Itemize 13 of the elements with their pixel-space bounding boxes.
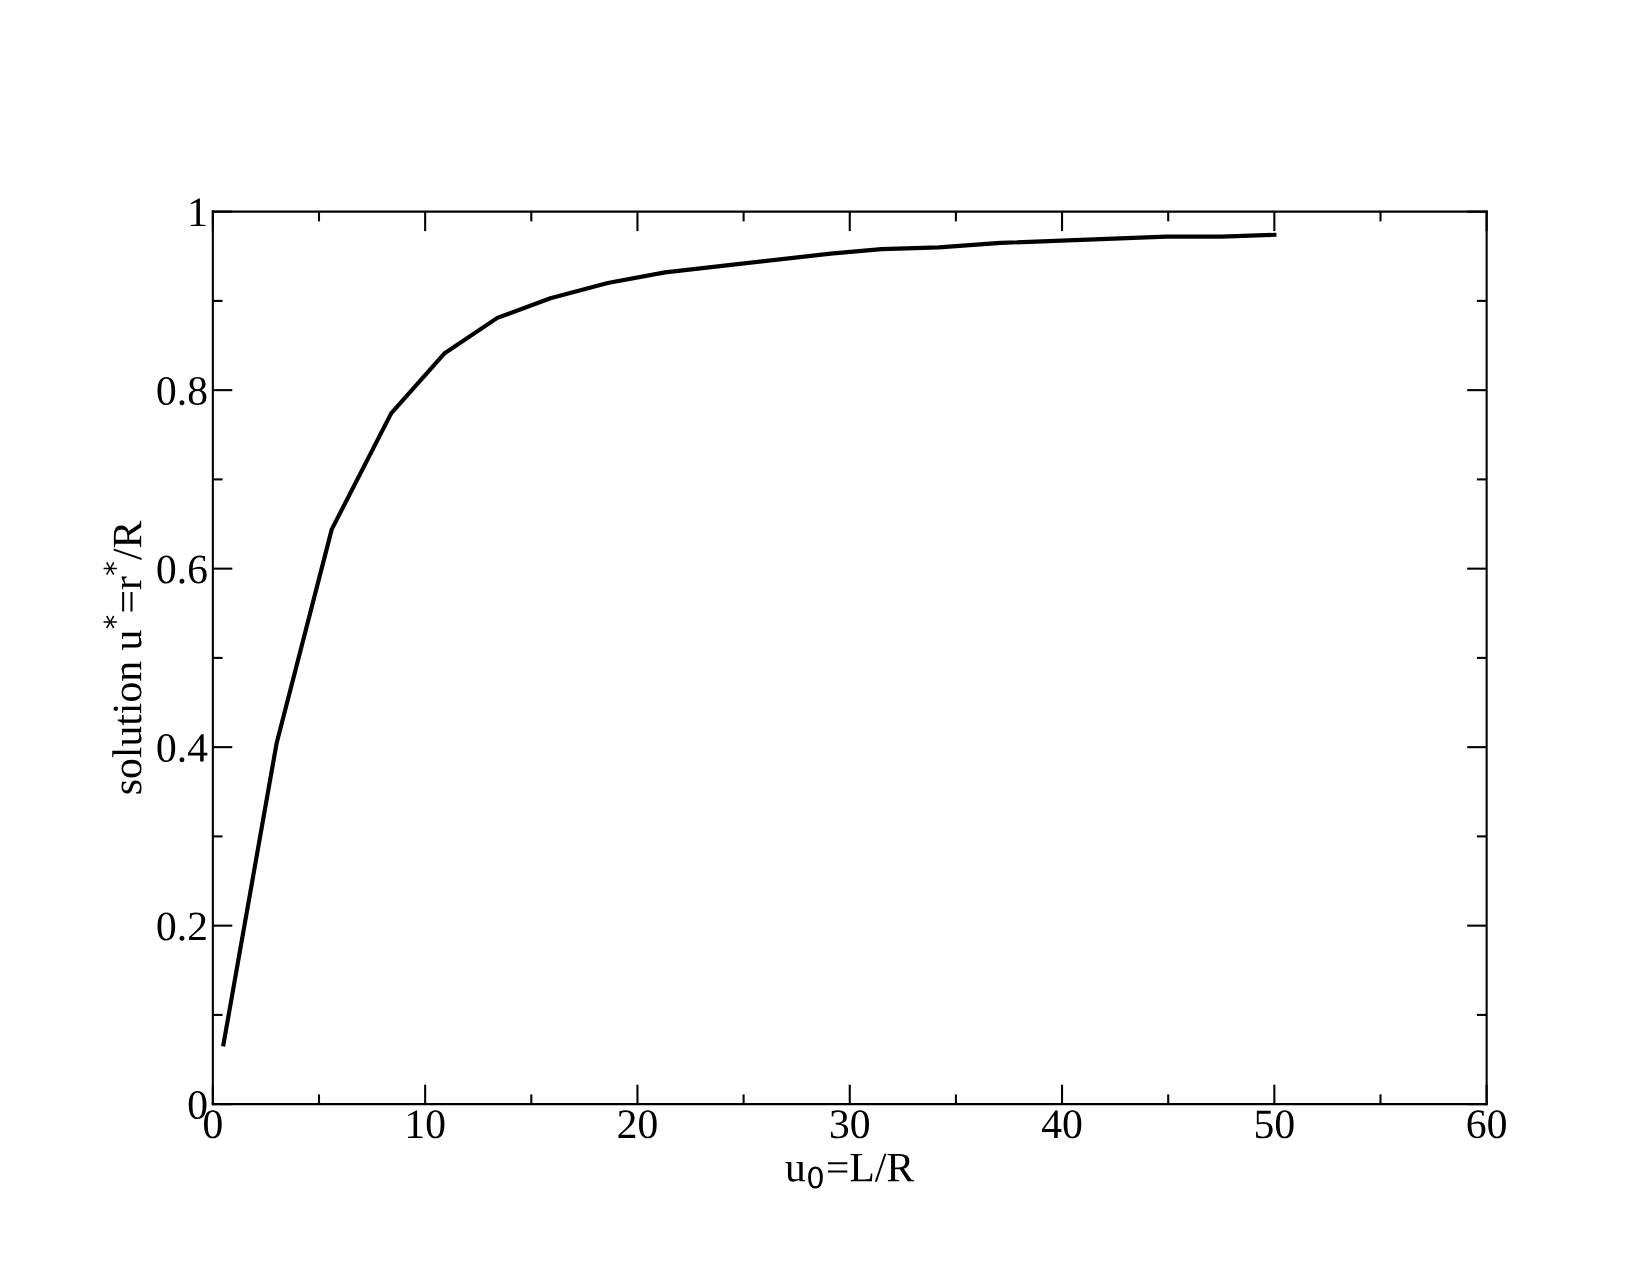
x-tick-label: 50 [1255,1110,1294,1139]
y-tick-label: 0.6 [157,555,207,584]
x-tick-label: 60 [1467,1110,1506,1139]
y-tick-label: 0.4 [157,733,208,763]
x-tick-label: 30 [830,1110,869,1139]
x-axis-title: u$_{0}$=L/R [785,1153,915,1189]
x-tick-label: 10 [407,1110,445,1139]
x-tick-label: 20 [618,1110,657,1139]
y-axis-title: solution u$^{*}$=r$^{*}$/R [103,520,142,794]
x-tick-label: 40 [1042,1110,1082,1139]
y-tick-label: 0.8 [157,376,207,406]
y-tick-label: 1 [190,198,206,227]
y-tick-label: 0.2 [157,912,206,941]
